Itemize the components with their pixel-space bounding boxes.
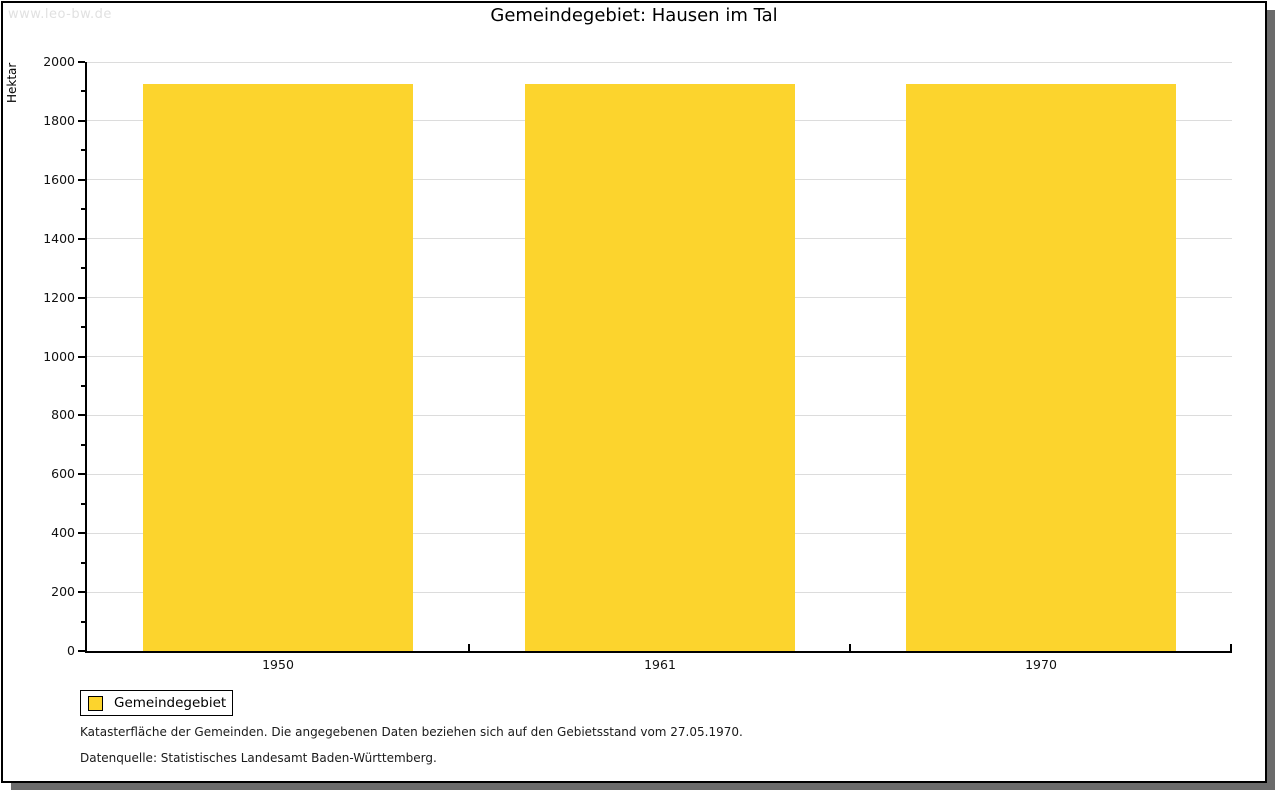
y-tick [78, 473, 85, 476]
legend: Gemeindegebiet [80, 690, 233, 716]
y-tick-label: 600 [51, 466, 75, 482]
y-minor-tick [81, 620, 85, 623]
bar-1961 [525, 84, 795, 651]
x-tick-label: 1950 [262, 657, 294, 672]
y-tick-label: 800 [51, 407, 75, 423]
y-tick-label: 0 [67, 643, 75, 658]
chart-title: Gemeindegebiet: Hausen im Tal [490, 5, 778, 26]
y-minor-tick [81, 561, 85, 564]
y-tick-label: 2000 [43, 54, 75, 69]
legend-swatch [88, 695, 103, 711]
y-tick [78, 119, 85, 122]
y-minor-tick [81, 384, 85, 387]
plot-area: 0 200 400 600 800 1000 1200 1400 1600 1800 2000 195… [43, 54, 1232, 672]
y-minor-tick [81, 443, 85, 446]
y-minor-tick [81, 149, 85, 152]
x-axis-end-tick [1230, 644, 1232, 651]
y-tick [78, 650, 85, 652]
x-tick-label: 1970 [1025, 657, 1057, 672]
y-axis-label: Hektar [5, 62, 19, 104]
y-tick [78, 532, 85, 535]
y-minor-tick [81, 267, 85, 270]
y-tick [78, 591, 85, 594]
y-minor-tick [81, 326, 85, 329]
footnote-2: Datenquelle: Statistisches Landesamt Bad… [80, 751, 437, 765]
watermark: www.leo-bw.de [8, 7, 112, 22]
y-tick [78, 355, 85, 358]
legend-label: Gemeindegebiet [114, 695, 227, 711]
y-minor-tick [81, 90, 85, 93]
y-tick-label: 200 [51, 584, 75, 600]
y-tick-label: 1400 [43, 230, 75, 246]
y-tick [78, 178, 85, 181]
y-minor-tick [81, 208, 85, 211]
y-tick-label: 1600 [43, 171, 75, 187]
y-tick-label: 1800 [43, 112, 75, 128]
footnote-1: Katasterfläche der Gemeinden. Die angege… [80, 725, 743, 739]
chart-frame: www.leo-bw.de Gemeindegebiet: Hausen im … [1, 1, 1267, 783]
x-tick-label: 1961 [644, 657, 676, 672]
x-tick [467, 644, 470, 651]
y-tick-label: 1000 [43, 348, 75, 364]
bar-1970 [906, 84, 1176, 651]
y-tick [78, 414, 85, 417]
y-tick [78, 61, 85, 63]
y-tick [78, 237, 85, 240]
gridline [87, 61, 1232, 63]
bar-1950 [143, 84, 413, 651]
y-tick [78, 296, 85, 299]
y-tick-label: 400 [51, 525, 75, 541]
y-tick-label: 1200 [43, 289, 75, 305]
y-minor-tick [81, 502, 85, 505]
x-tick [849, 644, 852, 651]
